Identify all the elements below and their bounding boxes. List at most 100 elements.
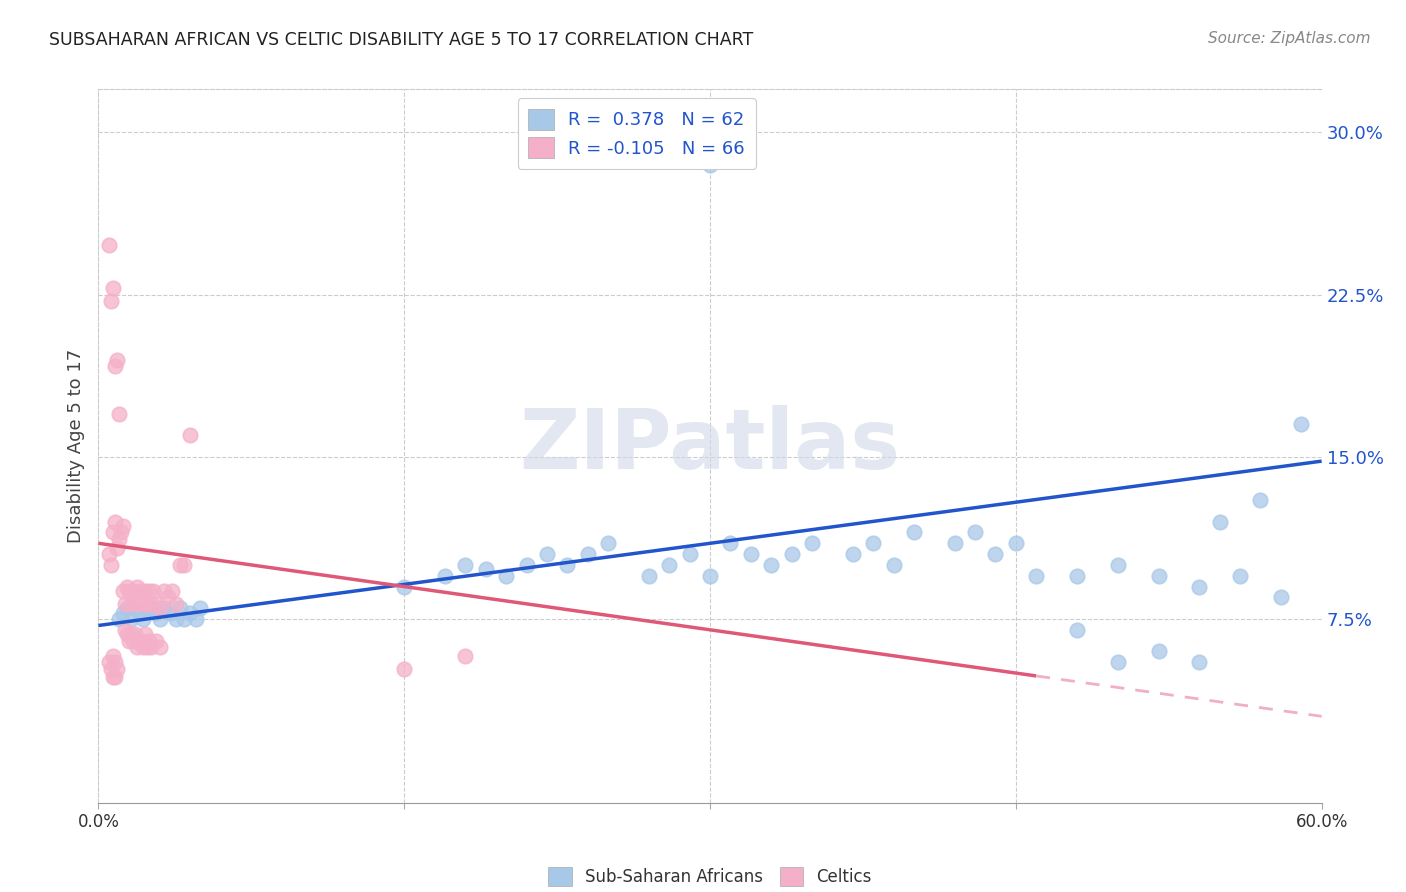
Point — [114, 623, 136, 637]
Point — [152, 583, 174, 598]
Point — [128, 633, 150, 648]
Point — [165, 612, 187, 626]
Point — [160, 583, 183, 598]
Point — [128, 597, 150, 611]
Point — [111, 519, 134, 533]
Point — [134, 583, 156, 598]
Point — [658, 558, 681, 572]
Point — [136, 597, 159, 611]
Text: ZIPatlas: ZIPatlas — [520, 406, 900, 486]
Point — [120, 612, 142, 626]
Point — [801, 536, 824, 550]
Point — [173, 612, 195, 626]
Point — [555, 558, 579, 572]
Point — [132, 640, 155, 654]
Point — [100, 294, 122, 309]
Point — [1107, 558, 1129, 572]
Point — [138, 583, 160, 598]
Point — [104, 670, 127, 684]
Point — [101, 648, 124, 663]
Point — [965, 525, 987, 540]
Point — [127, 640, 149, 654]
Point — [124, 591, 146, 605]
Point — [1147, 644, 1170, 658]
Point — [740, 547, 762, 561]
Point — [136, 640, 159, 654]
Point — [152, 601, 174, 615]
Point — [1025, 568, 1047, 582]
Point — [110, 525, 132, 540]
Legend: Sub-Saharan Africans, Celtics: Sub-Saharan Africans, Celtics — [540, 858, 880, 892]
Point — [120, 627, 142, 641]
Point — [1147, 568, 1170, 582]
Point — [115, 601, 138, 615]
Point — [105, 352, 128, 367]
Point — [156, 591, 179, 605]
Point — [392, 662, 416, 676]
Point — [120, 597, 142, 611]
Point — [115, 627, 138, 641]
Point — [1291, 417, 1313, 432]
Point — [105, 541, 128, 555]
Point — [108, 532, 131, 546]
Point — [141, 597, 163, 611]
Point — [97, 238, 120, 252]
Point — [699, 568, 721, 582]
Point — [1270, 591, 1292, 605]
Point — [841, 547, 863, 561]
Point — [111, 583, 134, 598]
Point — [169, 601, 191, 615]
Point — [1188, 655, 1211, 669]
Point — [188, 601, 212, 615]
Point — [105, 662, 128, 676]
Point — [111, 606, 134, 620]
Point — [173, 558, 195, 572]
Point — [132, 597, 155, 611]
Point — [129, 583, 152, 598]
Point — [179, 606, 201, 620]
Point — [454, 558, 477, 572]
Point — [127, 580, 149, 594]
Point — [1066, 623, 1088, 637]
Text: SUBSAHARAN AFRICAN VS CELTIC DISABILITY AGE 5 TO 17 CORRELATION CHART: SUBSAHARAN AFRICAN VS CELTIC DISABILITY … — [49, 31, 754, 49]
Point — [474, 562, 498, 576]
Point — [122, 583, 145, 598]
Point — [100, 558, 122, 572]
Point — [761, 558, 783, 572]
Point — [434, 568, 457, 582]
Point — [576, 547, 599, 561]
Point — [122, 633, 145, 648]
Point — [104, 359, 127, 373]
Point — [1249, 493, 1271, 508]
Point — [454, 648, 477, 663]
Point — [118, 633, 141, 648]
Point — [169, 558, 191, 572]
Point — [536, 547, 558, 561]
Point — [495, 568, 517, 582]
Point — [108, 407, 131, 421]
Point — [101, 525, 124, 540]
Point — [516, 558, 538, 572]
Point — [142, 583, 165, 598]
Point — [186, 612, 208, 626]
Point — [699, 158, 721, 172]
Point — [101, 281, 124, 295]
Point — [145, 597, 167, 611]
Point — [179, 428, 201, 442]
Point — [159, 606, 181, 620]
Point — [149, 612, 172, 626]
Point — [1066, 568, 1088, 582]
Point — [718, 536, 742, 550]
Point — [1209, 515, 1232, 529]
Point — [903, 525, 925, 540]
Point — [108, 612, 131, 626]
Y-axis label: Disability Age 5 to 17: Disability Age 5 to 17 — [66, 349, 84, 543]
Point — [115, 580, 138, 594]
Point — [862, 536, 884, 550]
Point — [104, 655, 127, 669]
Point — [129, 633, 152, 648]
Point — [392, 580, 416, 594]
Point — [114, 597, 136, 611]
Point — [134, 627, 156, 641]
Point — [883, 558, 905, 572]
